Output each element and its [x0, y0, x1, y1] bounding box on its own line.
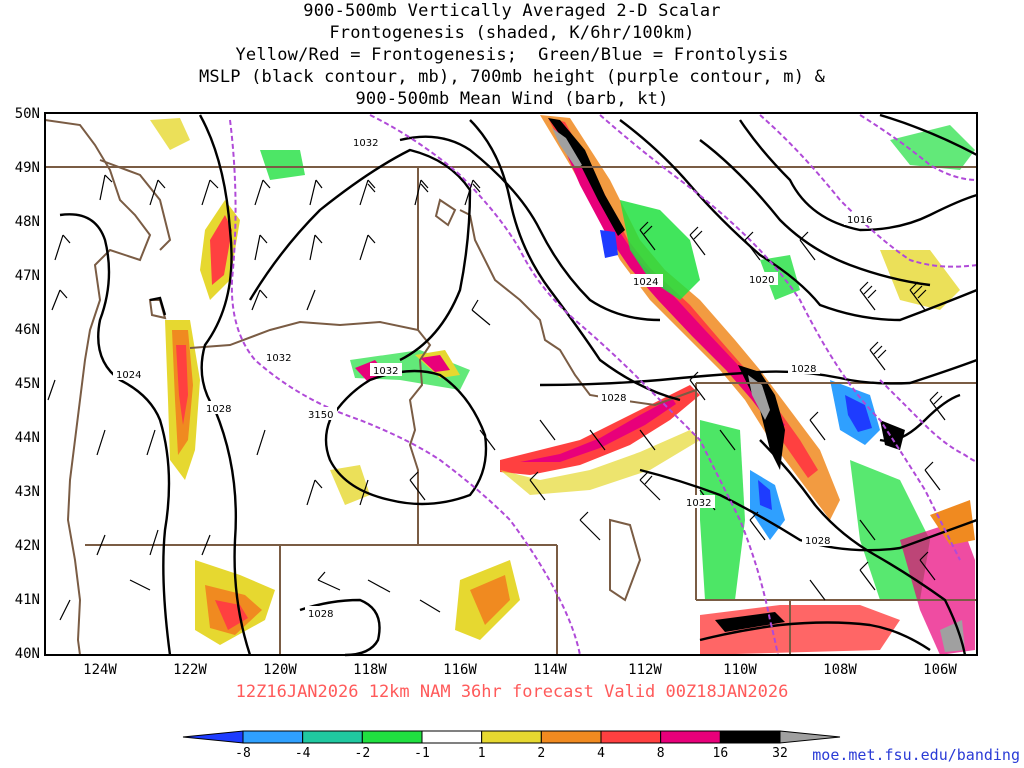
mslp-label: 1032	[353, 138, 378, 149]
colorbar-segment	[779, 730, 841, 744]
x-tick-label: 122W	[173, 662, 207, 678]
y-tick-label: 41N	[15, 592, 40, 608]
colorbar-segment	[182, 730, 244, 744]
mslp-label: 1028	[601, 393, 626, 404]
colorbar-label: -1	[414, 746, 430, 761]
colorbar-segment	[600, 730, 662, 744]
colorbar-segment	[540, 730, 602, 744]
y-tick-label: 40N	[15, 646, 40, 662]
y-tick-label: 43N	[15, 484, 40, 500]
y-tick-label: 45N	[15, 376, 40, 392]
title-line-1: 900-500mb Vertically Averaged 2-D Scalar	[303, 1, 721, 21]
y-tick-label: 46N	[15, 322, 40, 338]
x-tick-label: 118W	[353, 662, 387, 678]
colorbar-segment	[361, 730, 423, 744]
colorbar-label: 16	[713, 746, 729, 761]
y-tick-label: 48N	[15, 214, 40, 230]
colorbar-label: -8	[235, 746, 251, 761]
colorbar: -8 -4 -2 -1 1 2 4 8 16 32	[182, 730, 841, 761]
valid-time-line: 12Z16JAN2026 12km NAM 36hr forecast Vali…	[235, 682, 789, 702]
y-axis: 50N 49N 48N 47N 46N 45N 44N 43N 42N 41N …	[15, 106, 40, 662]
title-line-2: Frontogenesis (shaded, K/6hr/100km)	[329, 23, 695, 43]
mslp-label: 1024	[116, 370, 141, 381]
colorbar-segment	[421, 730, 483, 744]
colorbar-segment	[242, 730, 304, 744]
x-tick-label: 112W	[628, 662, 662, 678]
x-tick-label: 114W	[533, 662, 567, 678]
credit-link[interactable]: moe.met.fsu.edu/banding	[812, 746, 1020, 764]
y-tick-label: 44N	[15, 430, 40, 446]
mslp-label: 1032	[266, 353, 291, 364]
colorbar-label: 2	[537, 746, 545, 761]
mslp-label: 1016	[847, 215, 872, 226]
mslp-label: 1028	[791, 364, 816, 375]
wind-barbs	[47, 174, 946, 621]
title-line-4: MSLP (black contour, mb), 700mb height (…	[198, 67, 826, 87]
x-tick-label: 120W	[263, 662, 297, 678]
y-tick-label: 50N	[15, 106, 40, 122]
colorbar-segment	[719, 730, 781, 744]
height-label: 3150	[308, 410, 333, 421]
x-axis: 124W 122W 120W 118W 116W 114W 112W 110W …	[83, 662, 957, 678]
mslp-label: 1032	[373, 366, 398, 377]
x-tick-label: 106W	[923, 662, 957, 678]
contour-labels: 1032 1024 1020 1016 1028 1032 1024 1028 …	[113, 135, 876, 620]
x-tick-label: 124W	[83, 662, 117, 678]
colorbar-segment	[302, 730, 363, 744]
mslp-label: 1028	[805, 536, 830, 547]
colorbar-label: -4	[295, 746, 311, 761]
mslp-label: 1028	[206, 404, 231, 415]
x-tick-label: 108W	[823, 662, 857, 678]
y-tick-label: 49N	[15, 160, 40, 176]
mslp-label: 1024	[633, 277, 658, 288]
title-line-5: 900-500mb Mean Wind (barb, kt)	[355, 89, 669, 109]
mslp-label: 1028	[308, 609, 333, 620]
y-tick-label: 47N	[15, 268, 40, 284]
mslp-label: 1032	[686, 498, 711, 509]
height-contours	[229, 114, 978, 656]
x-tick-label: 110W	[723, 662, 757, 678]
colorbar-label: 32	[772, 746, 788, 761]
colorbar-segment	[660, 730, 721, 744]
colorbar-segment	[481, 730, 542, 744]
figure-title: 900-500mb Vertically Averaged 2-D Scalar…	[0, 0, 1024, 110]
frontogenesis-shading	[150, 115, 975, 655]
map-panel: 1032 1024 1020 1016 1028 1032 1024 1028 …	[44, 112, 978, 657]
title-line-3: Yellow/Red = Frontogenesis; Green/Blue =…	[235, 45, 789, 65]
colorbar-label: 8	[657, 746, 665, 761]
mslp-label: 1020	[749, 275, 774, 286]
colorbar-label: 4	[597, 746, 605, 761]
x-tick-label: 116W	[443, 662, 477, 678]
colorbar-label: 1	[478, 746, 486, 761]
y-tick-label: 42N	[15, 538, 40, 554]
colorbar-label: -2	[355, 746, 371, 761]
